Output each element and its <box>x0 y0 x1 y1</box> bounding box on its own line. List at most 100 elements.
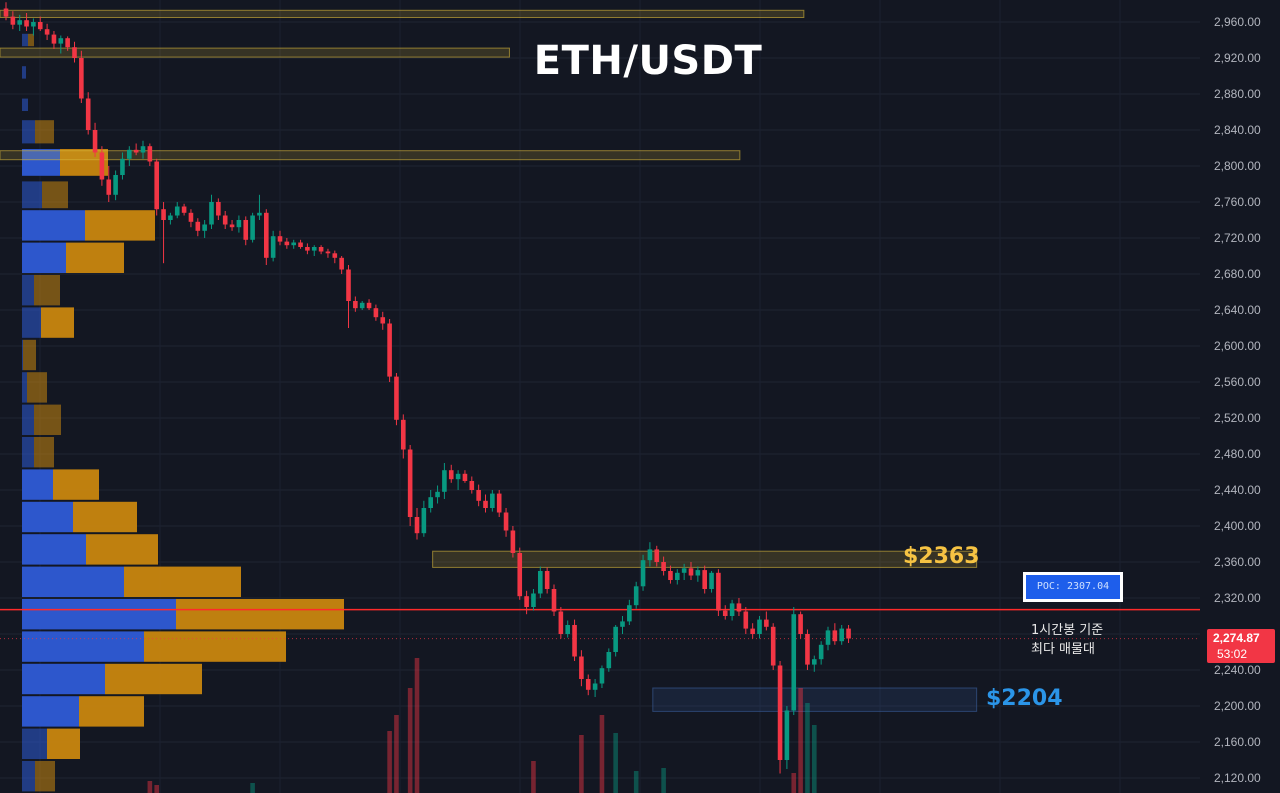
y-tick-label: 2,960.00 <box>1214 15 1261 29</box>
candle-body <box>195 221 201 231</box>
volume-bar <box>791 773 797 793</box>
candle-body <box>387 323 392 377</box>
candle-body <box>106 179 112 195</box>
candle-body <box>798 614 803 634</box>
volume-profile-buy-bar <box>22 242 66 273</box>
y-tick-label: 2,480.00 <box>1214 447 1261 461</box>
candle-body <box>483 500 488 508</box>
volume-bar <box>147 781 153 793</box>
volume-bar <box>613 733 618 793</box>
candle-body <box>284 241 290 246</box>
candle-body <box>510 530 516 553</box>
candle-countdown: 53:02 <box>1217 647 1248 661</box>
candle-body <box>613 626 618 652</box>
candle-body <box>120 158 125 175</box>
candle-body <box>250 215 255 240</box>
volume-profile-sell-bar <box>124 566 241 597</box>
candle-body <box>572 625 577 657</box>
volume-bars <box>147 658 817 793</box>
candle-body <box>257 212 262 216</box>
candle-body <box>503 512 509 531</box>
candle-body <box>606 652 612 669</box>
candle-body <box>277 236 283 242</box>
candle-body <box>805 634 810 665</box>
candle-body <box>695 570 701 576</box>
candle-body <box>154 161 159 210</box>
volume-profile-buy-bar <box>22 339 23 371</box>
candle-body <box>448 470 454 480</box>
candle-body <box>620 621 625 627</box>
candle-body <box>709 572 714 589</box>
resistance-label: $2363 <box>903 544 980 569</box>
poc-annotation: 1시간봉 기준 최다 매물대 <box>1031 621 1103 659</box>
candle-body <box>229 224 235 228</box>
candle-body <box>51 34 57 44</box>
y-tick-label: 2,840.00 <box>1214 123 1261 137</box>
candle-body <box>37 22 43 30</box>
candle-body <box>442 470 447 492</box>
candle-body <box>585 679 591 690</box>
volume-profile-buy-bar <box>22 33 28 47</box>
candle-body <box>661 562 666 571</box>
candle-body <box>373 308 379 318</box>
volume-profile-buy-bar <box>22 631 144 662</box>
y-tick-label: 2,320.00 <box>1214 591 1261 605</box>
volume-bar <box>407 688 413 793</box>
volume-profile-sell-bar <box>47 728 80 759</box>
candle-body <box>222 215 228 225</box>
volume-bar <box>812 725 817 793</box>
candle-body <box>359 302 365 309</box>
candle-body <box>469 481 475 490</box>
y-tick-label: 2,560.00 <box>1214 375 1261 389</box>
candle-body <box>476 490 481 501</box>
volume-profile-sell-bar <box>41 307 74 338</box>
candle-body <box>784 710 790 760</box>
candle-body <box>654 549 660 562</box>
candle-body <box>743 611 749 629</box>
candle-body <box>722 610 728 616</box>
candle-body <box>366 302 372 309</box>
candle-body <box>729 603 735 616</box>
candle-body <box>551 589 557 612</box>
volume-bar <box>579 735 584 793</box>
y-tick-label: 2,880.00 <box>1214 87 1261 101</box>
candle-body <box>421 508 427 534</box>
volume-profile-buy-bar <box>22 728 47 759</box>
candle-body <box>462 473 468 481</box>
candle-body <box>538 571 543 594</box>
volume-bar <box>387 731 392 793</box>
volume-profile-sell-bar <box>144 631 286 662</box>
volume-bar <box>394 715 399 793</box>
candle-body <box>633 586 639 606</box>
candle-body <box>681 568 687 573</box>
candle-body <box>490 493 495 508</box>
candle-body <box>264 212 269 258</box>
volume-profile-sell-bar <box>34 404 61 435</box>
volume-bar <box>531 761 536 793</box>
candle-body <box>531 593 536 607</box>
candle-body <box>298 242 303 247</box>
volume-profile-sell-bar <box>34 275 60 306</box>
candle-body <box>716 572 721 611</box>
candle-body <box>147 146 153 162</box>
candle-body <box>44 29 50 35</box>
y-tick-label: 2,920.00 <box>1214 51 1261 65</box>
volume-profile-sell-bar <box>42 181 68 209</box>
volume-profile-buy-bar <box>22 210 85 241</box>
candle-body <box>346 269 351 301</box>
volume-profile-sell-bar <box>34 437 54 468</box>
candle-body <box>599 668 605 684</box>
candle-body <box>174 206 180 216</box>
candle-body <box>592 683 598 690</box>
volume-bar <box>250 783 255 793</box>
volume-profile-buy-bar <box>22 66 26 79</box>
y-tick-label: 2,720.00 <box>1214 231 1261 245</box>
candle-body <box>65 38 70 48</box>
candle-body <box>209 202 214 225</box>
candle-body <box>318 247 324 252</box>
candle-body <box>133 149 139 153</box>
volume-profile-buy-bar <box>22 566 124 597</box>
price-zones <box>0 9 978 712</box>
